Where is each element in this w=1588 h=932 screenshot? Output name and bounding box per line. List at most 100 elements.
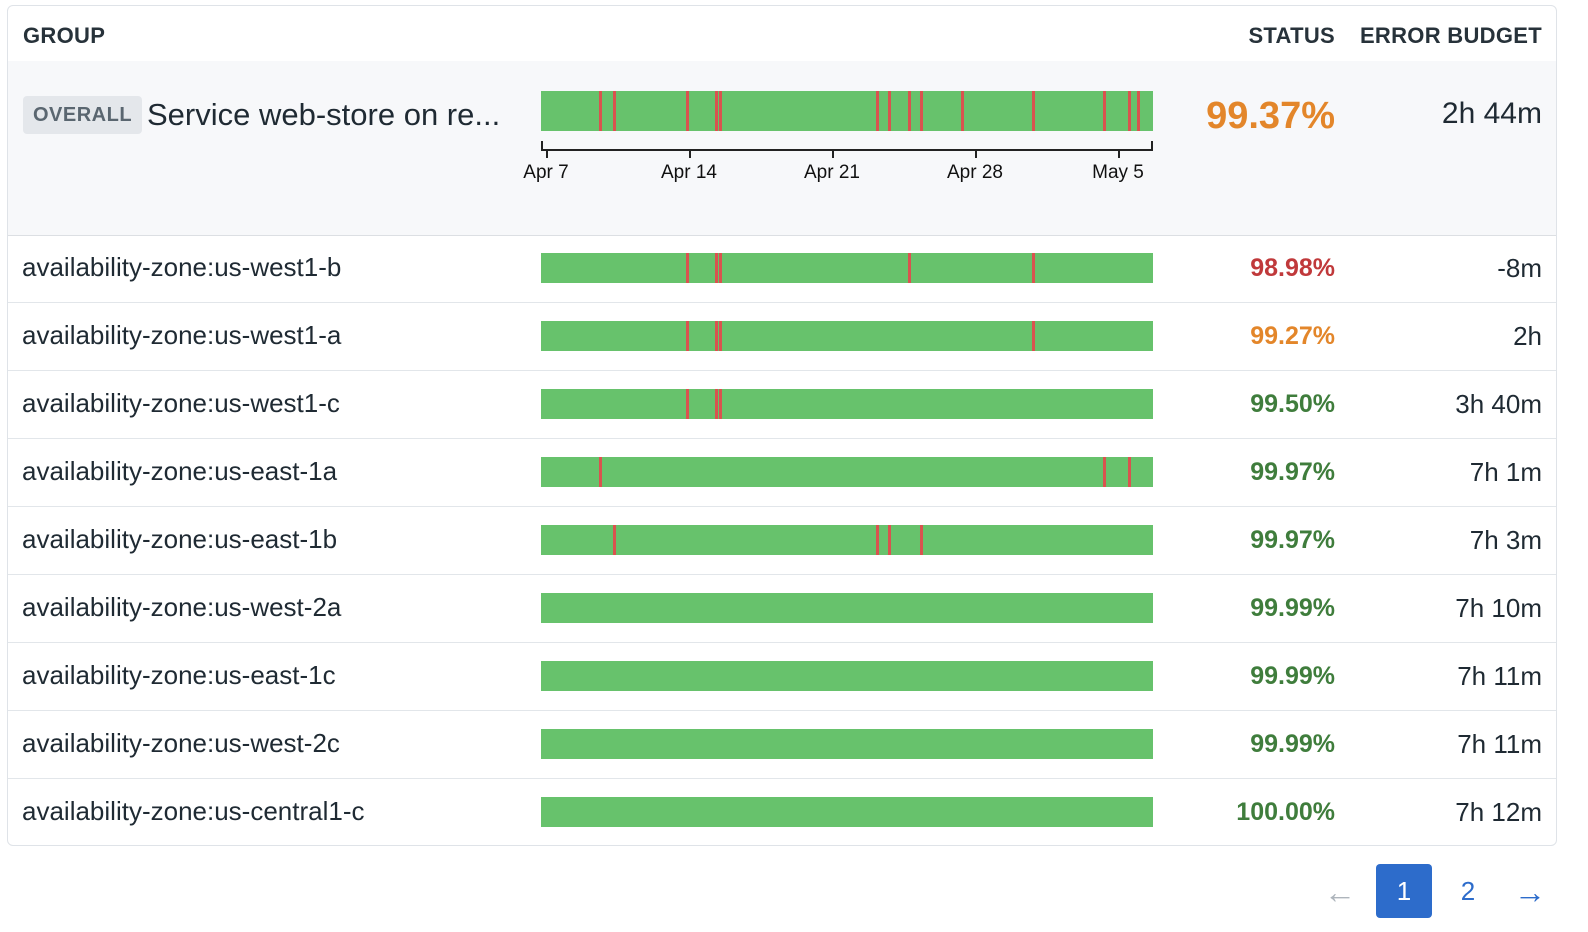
group-name[interactable]: availability-zone:us-west1-a bbox=[22, 320, 342, 350]
overall-incident-marker[interactable] bbox=[1137, 91, 1141, 131]
group-name[interactable]: availability-zone:us-west-2a bbox=[22, 592, 342, 622]
group-status-value: 99.99% bbox=[1250, 730, 1335, 758]
overall-incident-marker[interactable] bbox=[715, 91, 719, 131]
group-row[interactable]: availability-zone:us-east-1a 99.97% 7h 1m bbox=[8, 439, 1556, 507]
group-incident-marker[interactable] bbox=[599, 457, 603, 487]
group-incident-marker[interactable] bbox=[876, 525, 880, 555]
overall-incident-marker[interactable] bbox=[888, 91, 891, 131]
group-row[interactable]: availability-zone:us-west1-b 98.98% -8m bbox=[8, 235, 1556, 303]
overall-incident-marker[interactable] bbox=[719, 91, 723, 131]
group-error-budget: 3h 40m bbox=[1455, 389, 1542, 419]
group-name[interactable]: availability-zone:us-east-1a bbox=[22, 456, 338, 486]
group-status-value: 99.99% bbox=[1250, 662, 1335, 690]
group-incident-marker[interactable] bbox=[1032, 321, 1036, 351]
group-error-budget: 7h 1m bbox=[1469, 457, 1542, 487]
group-uptime-bar[interactable] bbox=[541, 593, 1153, 623]
group-uptime-bar[interactable] bbox=[541, 321, 1153, 351]
overall-incident-marker[interactable] bbox=[907, 91, 911, 131]
group-row[interactable]: availability-zone:us-east-1b 99.97% 7h 3m bbox=[8, 507, 1556, 575]
overall-badge: OVERALL bbox=[23, 96, 143, 134]
group-error-budget: -8m bbox=[1497, 253, 1542, 283]
axis-tick bbox=[975, 149, 977, 158]
axis-tick bbox=[689, 149, 691, 158]
group-incident-marker[interactable] bbox=[715, 253, 719, 283]
overall-incident-marker[interactable] bbox=[1102, 91, 1106, 131]
group-incident-marker[interactable] bbox=[1102, 457, 1106, 487]
group-uptime-bar[interactable] bbox=[541, 729, 1153, 759]
group-row[interactable]: availability-zone:us-west-2a 99.99% 7h 10m bbox=[8, 575, 1556, 643]
overall-incident-marker[interactable] bbox=[599, 91, 603, 131]
group-incident-marker[interactable] bbox=[686, 253, 690, 283]
group-row[interactable]: availability-zone:us-east-1c 99.99% 7h 11m bbox=[8, 643, 1556, 711]
group-incident-marker[interactable] bbox=[715, 389, 719, 419]
group-uptime-bar[interactable] bbox=[541, 797, 1153, 827]
axis-tick-label: May 5 bbox=[1092, 162, 1144, 183]
group-uptime-bar[interactable] bbox=[541, 661, 1153, 691]
overall-incident-marker[interactable] bbox=[686, 91, 690, 131]
overall-incident-marker[interactable] bbox=[1032, 91, 1036, 131]
overall-status-value: 99.37% bbox=[1206, 95, 1335, 137]
axis-tick bbox=[1118, 149, 1120, 158]
group-incident-marker[interactable] bbox=[613, 525, 617, 555]
prev-page-arrow-icon[interactable]: ← bbox=[1324, 874, 1356, 910]
overall-incident-marker[interactable] bbox=[960, 91, 964, 131]
page-button-1[interactable]: 1 bbox=[1376, 864, 1432, 918]
group-incident-marker[interactable] bbox=[1127, 457, 1131, 487]
group-status-value: 99.97% bbox=[1250, 458, 1335, 486]
axis-tick bbox=[832, 149, 834, 158]
group-error-budget: 7h 11m bbox=[1457, 661, 1542, 691]
column-header-status[interactable]: STATUS bbox=[1248, 23, 1335, 48]
group-status-value: 99.97% bbox=[1250, 526, 1335, 554]
slo-groups-table: GROUP STATUS ERROR BUDGET OVERALL Servic… bbox=[7, 5, 1557, 846]
column-header-group[interactable]: GROUP bbox=[23, 23, 106, 48]
axis-tick-label: Apr 14 bbox=[661, 162, 717, 183]
group-error-budget: 7h 12m bbox=[1455, 797, 1542, 827]
group-incident-marker[interactable] bbox=[907, 253, 911, 283]
group-incident-marker[interactable] bbox=[719, 321, 723, 351]
group-uptime-bar[interactable] bbox=[541, 457, 1153, 487]
axis-tick-label: Apr 28 bbox=[947, 162, 1003, 183]
group-status-value: 99.27% bbox=[1250, 322, 1335, 350]
group-status-value: 98.98% bbox=[1250, 254, 1335, 282]
group-uptime-bar[interactable] bbox=[541, 389, 1153, 419]
overall-error-budget: 2h 44m bbox=[1441, 97, 1542, 130]
group-error-budget: 7h 11m bbox=[1457, 729, 1542, 759]
group-row[interactable]: availability-zone:us-west1-a 99.27% 2h bbox=[8, 303, 1556, 371]
axis-tick bbox=[546, 149, 548, 158]
group-name[interactable]: availability-zone:us-east-1b bbox=[22, 524, 338, 554]
axis-line bbox=[541, 149, 1153, 151]
next-page-arrow-icon[interactable]: → bbox=[1514, 874, 1546, 910]
group-incident-marker[interactable] bbox=[719, 389, 723, 419]
overall-row[interactable]: OVERALL Service web-store on re... Apr 7… bbox=[8, 61, 1556, 236]
overall-uptime-bar[interactable] bbox=[541, 91, 1153, 131]
axis-tick-label: Apr 21 bbox=[804, 162, 860, 183]
group-name[interactable]: availability-zone:us-east-1c bbox=[22, 660, 336, 690]
column-header-error-budget[interactable]: ERROR BUDGET bbox=[1359, 23, 1542, 48]
group-name[interactable]: availability-zone:us-west-2c bbox=[22, 728, 340, 758]
group-status-value: 99.99% bbox=[1250, 594, 1335, 622]
axis-tick-label: Apr 7 bbox=[523, 162, 569, 183]
group-name[interactable]: availability-zone:us-west1-c bbox=[22, 388, 340, 418]
group-uptime-bar[interactable] bbox=[541, 525, 1153, 555]
overall-incident-marker[interactable] bbox=[919, 91, 923, 131]
overall-incident-marker[interactable] bbox=[1127, 91, 1131, 131]
axis-start-tick bbox=[541, 141, 543, 151]
group-incident-marker[interactable] bbox=[686, 321, 690, 351]
overall-incident-marker[interactable] bbox=[876, 91, 880, 131]
group-name[interactable]: availability-zone:us-west1-b bbox=[22, 252, 342, 282]
group-incident-marker[interactable] bbox=[1032, 253, 1036, 283]
group-incident-marker[interactable] bbox=[719, 253, 723, 283]
group-row[interactable]: availability-zone:us-west-2c 99.99% 7h 11m bbox=[8, 711, 1556, 779]
page-button-2[interactable]: 2 bbox=[1460, 876, 1476, 906]
group-incident-marker[interactable] bbox=[919, 525, 923, 555]
group-uptime-bar[interactable] bbox=[541, 253, 1153, 283]
group-incident-marker[interactable] bbox=[888, 525, 891, 555]
group-incident-marker[interactable] bbox=[715, 321, 719, 351]
group-name[interactable]: availability-zone:us-central1-c bbox=[22, 796, 365, 826]
overall-service-name[interactable]: Service web-store on re... bbox=[147, 97, 501, 132]
group-row[interactable]: availability-zone:us-west1-c 99.50% 3h 40m bbox=[8, 371, 1556, 439]
group-status-value: 99.50% bbox=[1250, 390, 1335, 418]
overall-incident-marker[interactable] bbox=[613, 91, 617, 131]
group-row[interactable]: availability-zone:us-central1-c 100.00% 7h… bbox=[8, 779, 1556, 845]
group-incident-marker[interactable] bbox=[686, 389, 690, 419]
